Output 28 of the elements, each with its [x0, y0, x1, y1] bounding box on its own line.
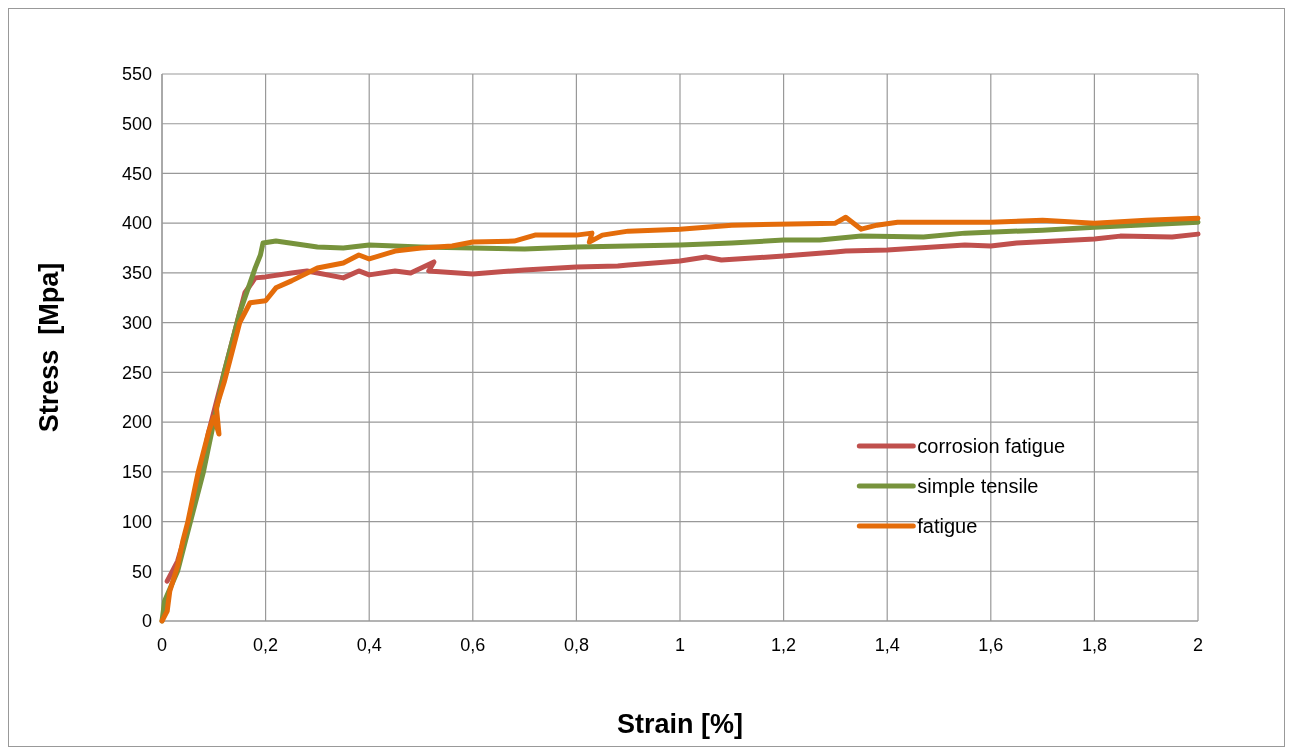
- y-tick-label: 200: [121, 412, 152, 433]
- y-tick-label: 300: [121, 312, 152, 333]
- y-tick-label: 50: [131, 561, 152, 582]
- legend-label: corrosion fatigue: [917, 434, 1066, 457]
- legend-label: simple tensile: [917, 474, 1039, 497]
- y-tick-label: 450: [121, 163, 152, 184]
- x-tick-label: 1: [674, 635, 686, 655]
- y-tick-label: 400: [121, 213, 152, 234]
- x-axis-title: Strain [%]: [616, 709, 744, 739]
- x-tick-label: 2: [1192, 635, 1204, 655]
- x-tick-label: 1,8: [1081, 635, 1107, 655]
- y-tick-label: 100: [121, 511, 152, 532]
- x-tick-label: 0,4: [356, 635, 382, 655]
- y-tick-label: 500: [121, 114, 152, 135]
- y-tick-label: 150: [121, 462, 152, 483]
- legend-label: fatigue: [917, 514, 978, 537]
- x-tick-label: 1,4: [874, 635, 900, 655]
- x-tick-label: 1,6: [978, 635, 1004, 655]
- x-tick-label: 0,2: [253, 635, 279, 655]
- x-tick-label: 0: [156, 635, 168, 655]
- x-tick-label: 1,2: [771, 635, 797, 655]
- y-tick-label: 250: [121, 362, 152, 383]
- y-tick-label: 350: [121, 263, 152, 284]
- x-tick-label: 0,8: [563, 635, 589, 655]
- x-tick-label: 0,6: [460, 635, 486, 655]
- y-axis-title: Stress [Mpa]: [34, 262, 64, 433]
- y-tick-label: 550: [121, 64, 152, 85]
- y-tick-label: 0: [141, 611, 152, 632]
